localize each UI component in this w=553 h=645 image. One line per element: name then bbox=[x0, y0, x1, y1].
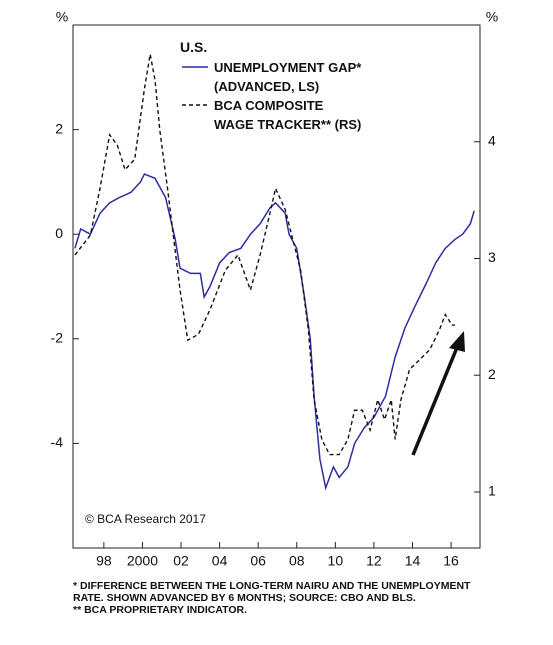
x-tick-label: 98 bbox=[96, 553, 112, 569]
series-line bbox=[74, 173, 475, 491]
y-tick-label: -2 bbox=[51, 330, 64, 346]
copyright: © BCA Research 2017 bbox=[85, 512, 206, 526]
x-tick-label: 02 bbox=[173, 553, 189, 569]
footnote: ** BCA PROPRIETARY INDICATOR. bbox=[73, 604, 248, 616]
x-tick-label: 2000 bbox=[127, 553, 158, 569]
x-tick-label: 06 bbox=[250, 553, 266, 569]
arrow-head bbox=[449, 331, 465, 352]
y2-tick-label: 4 bbox=[488, 132, 496, 148]
y2-tick-label: 1 bbox=[488, 483, 496, 499]
arrow-shaft bbox=[411, 344, 460, 456]
x-tick-label: 08 bbox=[289, 553, 305, 569]
y2-tick-label: 2 bbox=[488, 366, 496, 382]
series-line bbox=[74, 54, 455, 456]
x-tick-label: 14 bbox=[405, 553, 421, 569]
x-tick-label: 12 bbox=[366, 553, 382, 569]
footnote: * DIFFERENCE BETWEEN THE LONG-TERM NAIRU… bbox=[73, 580, 471, 604]
y2-axis-unit: % bbox=[486, 9, 498, 25]
legend-label: UNEMPLOYMENT GAP* (ADVANCED, LS) bbox=[214, 60, 362, 94]
x-tick-label: 16 bbox=[443, 553, 459, 569]
x-tick-label: 10 bbox=[328, 553, 344, 569]
y-axis-unit: % bbox=[56, 9, 68, 25]
y-tick-label: 0 bbox=[55, 225, 63, 241]
y2-tick-label: 3 bbox=[488, 249, 496, 265]
trend-arrow bbox=[411, 331, 465, 456]
x-tick-label: 04 bbox=[212, 553, 228, 569]
legend-label: BCA COMPOSITE WAGE TRACKER** (RS) bbox=[214, 98, 362, 132]
y-tick-label: 2 bbox=[55, 120, 63, 136]
legend-title: U.S. bbox=[180, 39, 208, 55]
plot-frame bbox=[72, 24, 481, 549]
y-tick-label: -4 bbox=[51, 434, 64, 450]
